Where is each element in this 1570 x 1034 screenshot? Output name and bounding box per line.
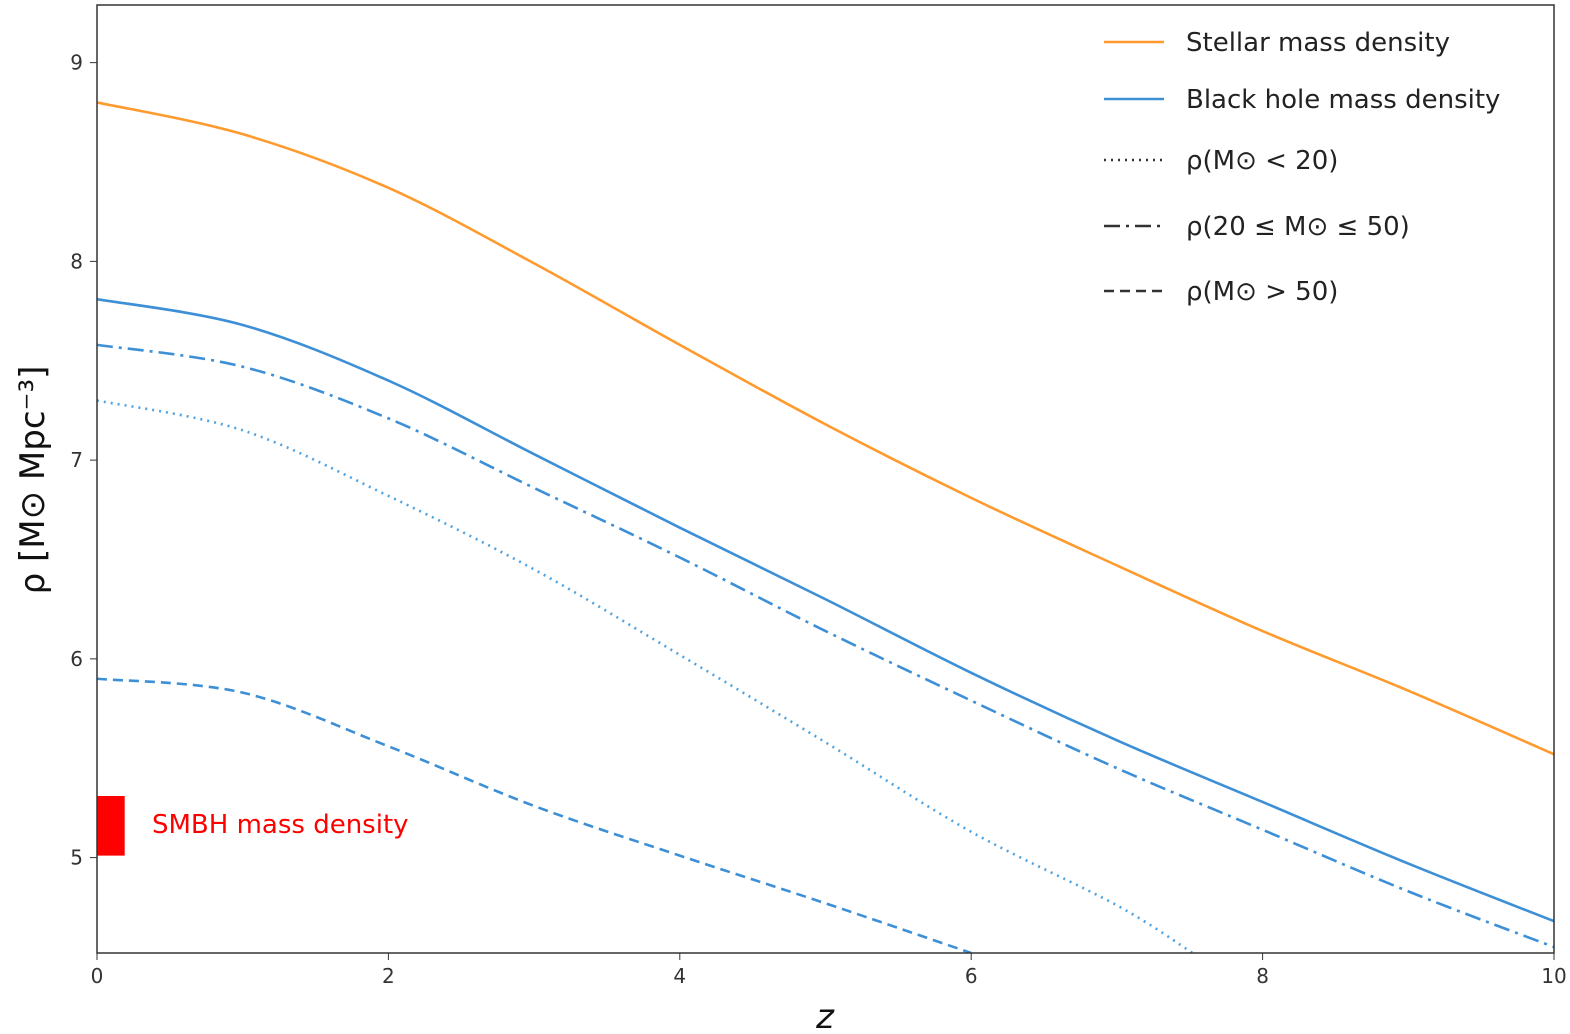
- x-tick-label: 4: [673, 964, 686, 988]
- y-tick-label: 7: [70, 448, 83, 472]
- plot-frame: [96, 4, 1555, 954]
- legend-label-0: Stellar mass density: [1186, 28, 1450, 58]
- series-line-1: [97, 297, 1554, 923]
- x-tick-label: 10: [1541, 964, 1566, 988]
- legend-label-4: ρ(M⊙ > 50): [1186, 277, 1338, 307]
- x-tick-label: 0: [91, 964, 104, 988]
- series-line-2: [97, 399, 1194, 953]
- x-tick-label: 2: [382, 964, 395, 988]
- y-tick-label: 5: [70, 846, 83, 870]
- legend-label-3: ρ(20 ≤ M⊙ ≤ 50): [1186, 212, 1410, 242]
- y-tick-label: 6: [70, 647, 83, 671]
- legend-label-1: Black hole mass density: [1186, 85, 1500, 115]
- legend-label-2: ρ(M⊙ < 20): [1186, 146, 1338, 176]
- x-tick-label: 8: [1256, 964, 1269, 988]
- series-line-4: [97, 677, 972, 953]
- smbh-annotation-label: SMBH mass density: [152, 810, 409, 840]
- y-axis-label: ρ [M⊙ Mpc⁻³]: [13, 366, 53, 595]
- legend: Stellar mass density Black hole mass dens…: [1104, 28, 1500, 307]
- y-tick-label: 9: [70, 51, 83, 75]
- y-tick-label: 8: [70, 249, 83, 273]
- x-axis-label: z: [815, 997, 835, 1034]
- x-tick-label: 6: [965, 964, 978, 988]
- series-line-3: [97, 343, 1554, 949]
- series-line-0: [97, 101, 1554, 756]
- smbh-range-bar: [97, 795, 125, 856]
